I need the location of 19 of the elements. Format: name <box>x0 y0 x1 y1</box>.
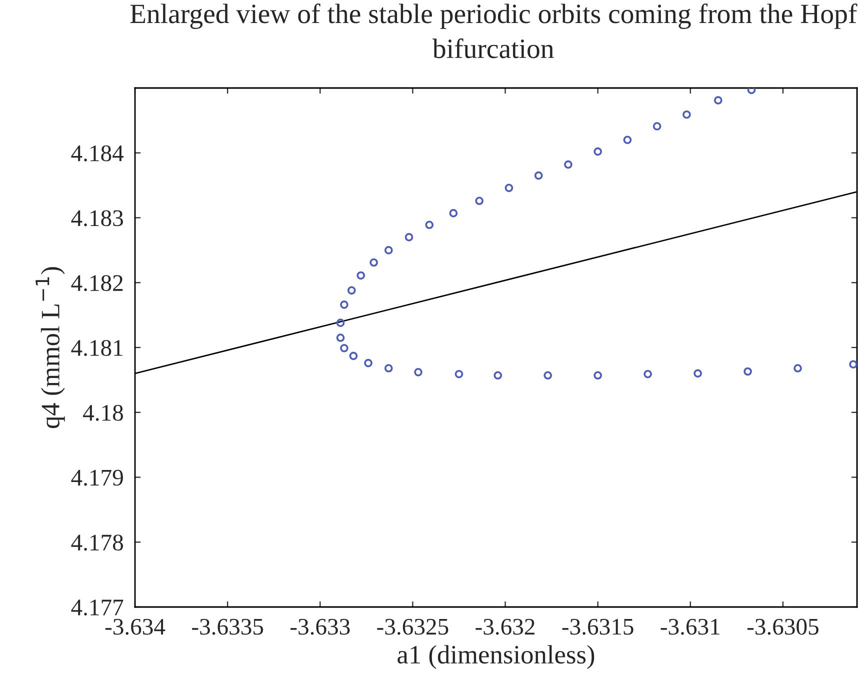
y-axis-title: q4 (mmol L$^{−1}$) <box>36 267 65 428</box>
x-tick-label: -3.6325 <box>377 618 448 635</box>
x-tick-label: -3.632 <box>476 618 534 635</box>
y-tick-label: 4.177 <box>71 600 124 616</box>
chart-title: Enlarged view of the stable periodic orbits coming from the Hopf bifurcation <box>130 3 858 58</box>
y-tick-label: 4.179 <box>71 470 123 486</box>
x-tick-label: -3.6335 <box>192 618 264 635</box>
y-tick-label: 4.18 <box>83 404 123 421</box>
y-tick-label: 4.181 <box>71 340 122 356</box>
x-axis-title: a1 (dimensionless) <box>398 645 594 670</box>
y-tick-label: 4.183 <box>71 210 123 226</box>
x-tick-label: -3.634 <box>105 618 166 635</box>
x-tick-label: -3.6315 <box>562 618 634 635</box>
x-tick-label: -3.6305 <box>747 618 818 635</box>
y-tick-label: 4.182 <box>71 275 123 292</box>
x-tick-label: -3.633 <box>290 618 350 635</box>
x-tick-label: -3.631 <box>660 618 720 635</box>
y-tick-label: 4.184 <box>71 145 124 162</box>
y-tick-label: 4.178 <box>71 534 123 551</box>
